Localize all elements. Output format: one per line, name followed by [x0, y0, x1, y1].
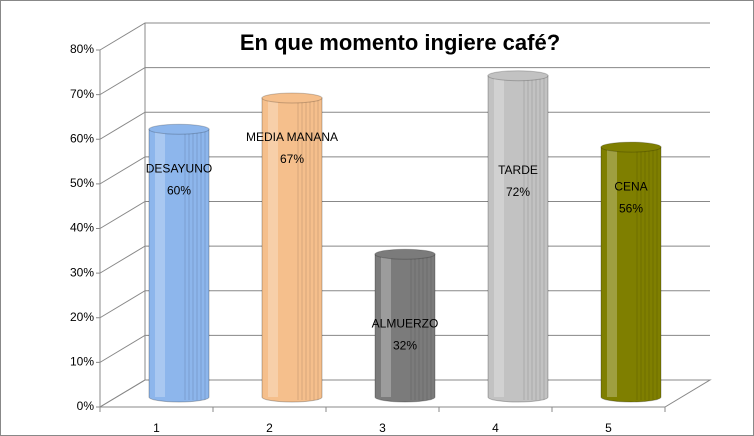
- grid-line: [99, 67, 710, 96]
- x-tick-label: 4: [492, 421, 499, 435]
- bar: [374, 253, 436, 403]
- bar: [487, 75, 549, 403]
- point-name: ALMUERZO: [372, 316, 439, 330]
- bar-highlight: [381, 254, 391, 397]
- y-tick-label: 0%: [77, 399, 95, 413]
- value-label: 60%: [167, 183, 191, 197]
- x-tick-label: 1: [153, 421, 160, 435]
- y-tick-label: 20%: [70, 310, 94, 324]
- value-label: 67%: [280, 152, 304, 166]
- bar: [600, 146, 662, 403]
- bar-top: [261, 92, 323, 104]
- y-tick-label: 40%: [70, 221, 94, 235]
- x-tick-label: 2: [266, 421, 273, 435]
- y-tick-label: 30%: [70, 265, 94, 279]
- chart-title: En que momento ingiere café?: [240, 30, 560, 55]
- bar-top: [374, 248, 436, 260]
- point-name: TARDE: [498, 163, 538, 177]
- point-name: DESAYUNO: [146, 161, 212, 175]
- point-name: MEDIA MANANA: [246, 130, 338, 144]
- y-tick-label: 70%: [70, 87, 94, 101]
- y-tick-label: 10%: [70, 355, 94, 369]
- bar-highlight: [155, 129, 165, 397]
- x-tick-label: 3: [379, 421, 386, 435]
- y-tick-label: 60%: [70, 131, 94, 145]
- bar-highlight: [268, 98, 278, 397]
- bar-top: [148, 123, 210, 135]
- bar-top: [600, 141, 662, 153]
- y-tick-label: 80%: [70, 42, 94, 56]
- bar: [148, 128, 210, 403]
- grid-line: [99, 22, 710, 51]
- bar-highlight: [607, 147, 617, 397]
- bar-highlight: [494, 75, 504, 397]
- y-tick-label: 50%: [70, 176, 94, 190]
- x-tick-label: 5: [605, 421, 612, 435]
- bar: [261, 97, 323, 403]
- point-name: CENA: [614, 179, 647, 193]
- value-label: 56%: [619, 201, 643, 215]
- value-label: 32%: [393, 338, 417, 352]
- bar-top: [487, 70, 549, 82]
- value-label: 72%: [506, 185, 530, 199]
